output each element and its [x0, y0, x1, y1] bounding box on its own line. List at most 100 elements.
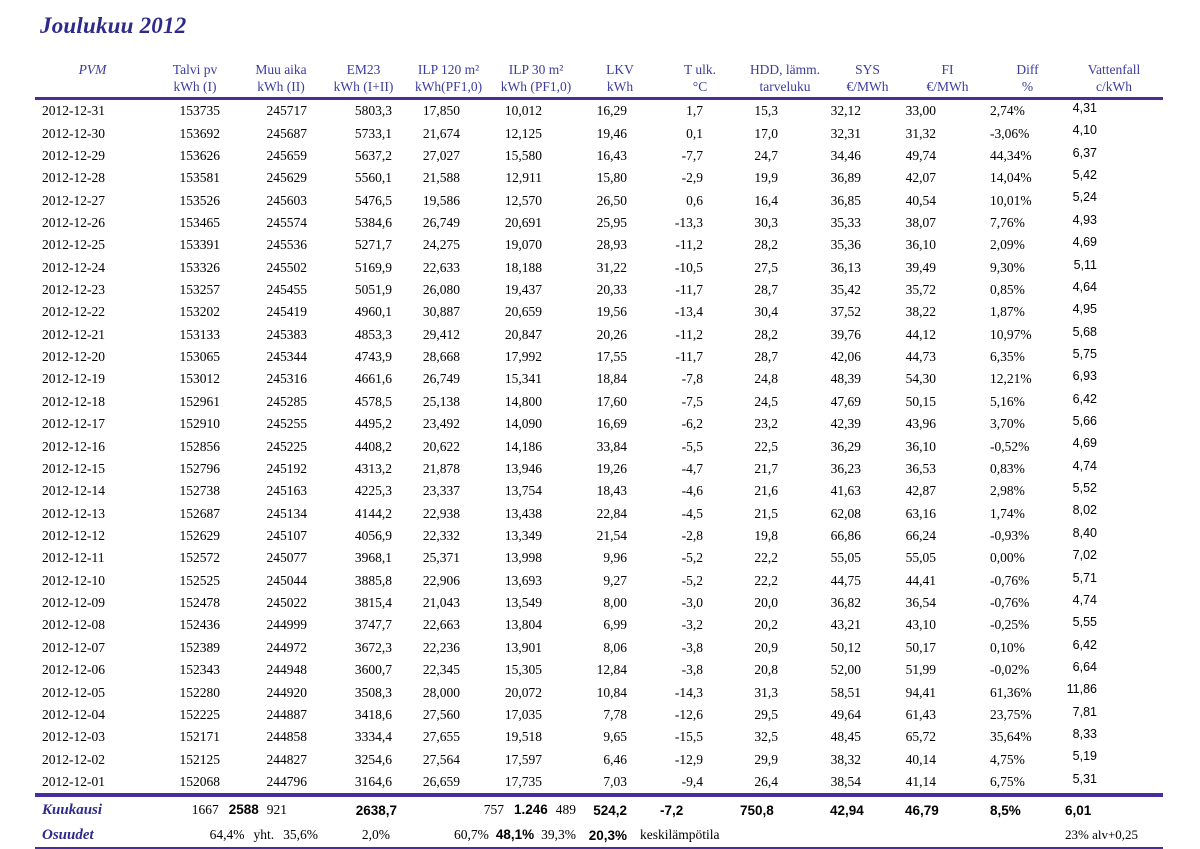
cell-talvi-pv: 152343 [179, 662, 221, 678]
cell-t-ulk: -3,0 [681, 595, 703, 611]
cell-muu-aika: 244796 [266, 773, 308, 789]
cell-sys: 39,76 [830, 326, 861, 342]
cell-lkv: 6,99 [603, 617, 627, 633]
osuudet-muu: 35,6% [283, 827, 318, 843]
cell-sys: 35,33 [830, 214, 861, 230]
cell-vattenfall: 6,42 [1072, 637, 1097, 652]
cell-ilp-30: 10,012 [504, 103, 542, 119]
cell-vattenfall: 5,68 [1072, 324, 1097, 339]
cell-sys: 36,29 [830, 438, 861, 454]
cell-talvi-pv: 152687 [179, 505, 221, 521]
table-row: 2012-12-01 152068 244796 3164,6 26,659 17,735… [35, 771, 1163, 795]
cell-ilp-30: 17,992 [504, 349, 542, 365]
cell-t-ulk: -12,6 [674, 706, 703, 722]
cell-fi: 40,14 [905, 751, 936, 767]
cell-em23: 4313,2 [354, 460, 392, 476]
kuukausi-yht: 2588 [228, 802, 259, 818]
cell-hdd: 17,0 [754, 125, 778, 141]
cell-t-ulk: 1,7 [686, 103, 703, 119]
cell-muu-aika: 244920 [266, 684, 308, 700]
cell-hdd: 24,8 [754, 371, 778, 387]
cell-sys: 62,08 [830, 505, 861, 521]
cell-talvi-pv: 152525 [179, 572, 221, 588]
cell-talvi-pv: 152125 [179, 751, 221, 767]
table-row: 2012-12-10 152525 245044 3885,8 22,906 13,693… [35, 570, 1163, 592]
cell-t-ulk: -11,7 [675, 349, 703, 365]
cell-hdd: 15,3 [754, 103, 778, 119]
cell-fi: 42,87 [905, 483, 936, 499]
cell-ilp-120: 25,371 [422, 550, 460, 566]
cell-lkv: 16,29 [596, 103, 627, 119]
cell-talvi-pv: 153735 [179, 103, 221, 119]
cell-t-ulk: -9,4 [681, 773, 703, 789]
page-title: Joulukuu 2012 [40, 13, 187, 38]
col-unit-ilp-30: kWh (PF1,0) [492, 78, 580, 100]
cell-vattenfall: 8,33 [1072, 727, 1097, 742]
cell-talvi-pv: 153133 [179, 326, 221, 342]
kuukausi-hdd: 750,8 [740, 793, 830, 824]
table-row: 2012-12-24 153326 245502 5169,9 22,633 18,188… [35, 257, 1163, 279]
cell-muu-aika: 244999 [266, 617, 308, 633]
cell-lkv: 20,26 [596, 326, 627, 342]
cell-muu-aika: 245107 [266, 528, 308, 543]
cell-vattenfall: 5,24 [1072, 190, 1097, 205]
cell-lkv: 19,26 [596, 460, 627, 476]
cell-pvm: 2012-12-05 [42, 684, 105, 700]
cell-em23: 3508,3 [354, 684, 392, 700]
energy-data-table: PVM Talvi pv Muu aika EM23 ILP 120 m² ILP 30 … [35, 56, 1163, 849]
cell-ilp-120: 26,749 [422, 371, 460, 387]
cell-ilp-30: 13,349 [504, 528, 542, 543]
col-unit-vattenfall: c/kWh [1065, 78, 1163, 100]
table-row: 2012-12-27 153526 245603 5476,5 19,586 12,570… [35, 189, 1163, 211]
kuukausi-ilp-split: 757 1.246 489 [405, 793, 580, 824]
cell-lkv: 7,03 [603, 773, 627, 789]
cell-em23: 4578,5 [354, 393, 392, 409]
cell-muu-aika: 245383 [266, 326, 308, 342]
cell-pvm: 2012-12-28 [42, 170, 105, 186]
cell-muu-aika: 245659 [266, 147, 308, 163]
cell-ilp-120: 25,138 [422, 393, 460, 409]
cell-lkv: 21,54 [596, 528, 627, 543]
osuudet-kwh-split: 64,4% yht. 35,6% [150, 823, 322, 849]
cell-t-ulk: -7,5 [681, 393, 703, 409]
table-row: 2012-12-12 152629 245107 4056,9 22,332 13,349… [35, 525, 1163, 547]
cell-muu-aika: 245574 [266, 214, 308, 230]
cell-hdd: 30,3 [754, 214, 778, 230]
cell-talvi-pv: 152629 [179, 528, 221, 543]
table-row: 2012-12-25 153391 245536 5271,7 24,275 19,070… [35, 234, 1163, 256]
cell-talvi-pv: 153581 [179, 170, 221, 186]
cell-fi: 49,74 [905, 147, 936, 163]
cell-hdd: 19,8 [754, 528, 778, 543]
cell-ilp-30: 17,035 [504, 706, 542, 722]
cell-hdd: 20,9 [754, 639, 778, 655]
cell-diff: 4,75% [990, 751, 1025, 767]
cell-ilp-120: 22,663 [422, 617, 460, 633]
cell-lkv: 6,46 [603, 751, 627, 767]
cell-vattenfall: 4,93 [1072, 212, 1097, 227]
header-row-units: kWh (I) kWh (II) kWh (I+II) kWh(PF1,0) kWh (… [35, 78, 1163, 100]
cell-talvi-pv: 152436 [179, 617, 221, 633]
cell-fi: 55,05 [905, 550, 936, 566]
table-row: 2012-12-22 153202 245419 4960,1 30,887 20,659… [35, 301, 1163, 323]
cell-t-ulk: -5,2 [681, 550, 703, 566]
cell-sys: 32,31 [830, 125, 861, 141]
cell-pvm: 2012-12-02 [42, 751, 105, 767]
cell-lkv: 7,78 [603, 706, 627, 722]
cell-pvm: 2012-12-16 [42, 438, 105, 454]
col-header-pvm: PVM [78, 62, 107, 77]
cell-diff: 12,21% [990, 371, 1032, 387]
cell-em23: 4495,2 [354, 416, 392, 432]
cell-ilp-30: 13,438 [504, 505, 542, 521]
cell-talvi-pv: 152738 [179, 483, 221, 499]
cell-pvm: 2012-12-21 [42, 326, 105, 342]
table-row: 2012-12-19 153012 245316 4661,6 26,749 15,341… [35, 368, 1163, 390]
cell-t-ulk: -2,8 [681, 528, 703, 543]
kuukausi-em23: 2638,7 [322, 793, 405, 824]
cell-vattenfall: 5,11 [1073, 257, 1097, 272]
cell-ilp-30: 13,998 [504, 550, 542, 566]
cell-t-ulk: -6,2 [681, 416, 703, 432]
cell-ilp-120: 21,878 [422, 460, 460, 476]
cell-vattenfall: 7,81 [1072, 704, 1097, 719]
cell-pvm: 2012-12-09 [42, 595, 105, 611]
cell-lkv: 12,84 [596, 662, 627, 678]
